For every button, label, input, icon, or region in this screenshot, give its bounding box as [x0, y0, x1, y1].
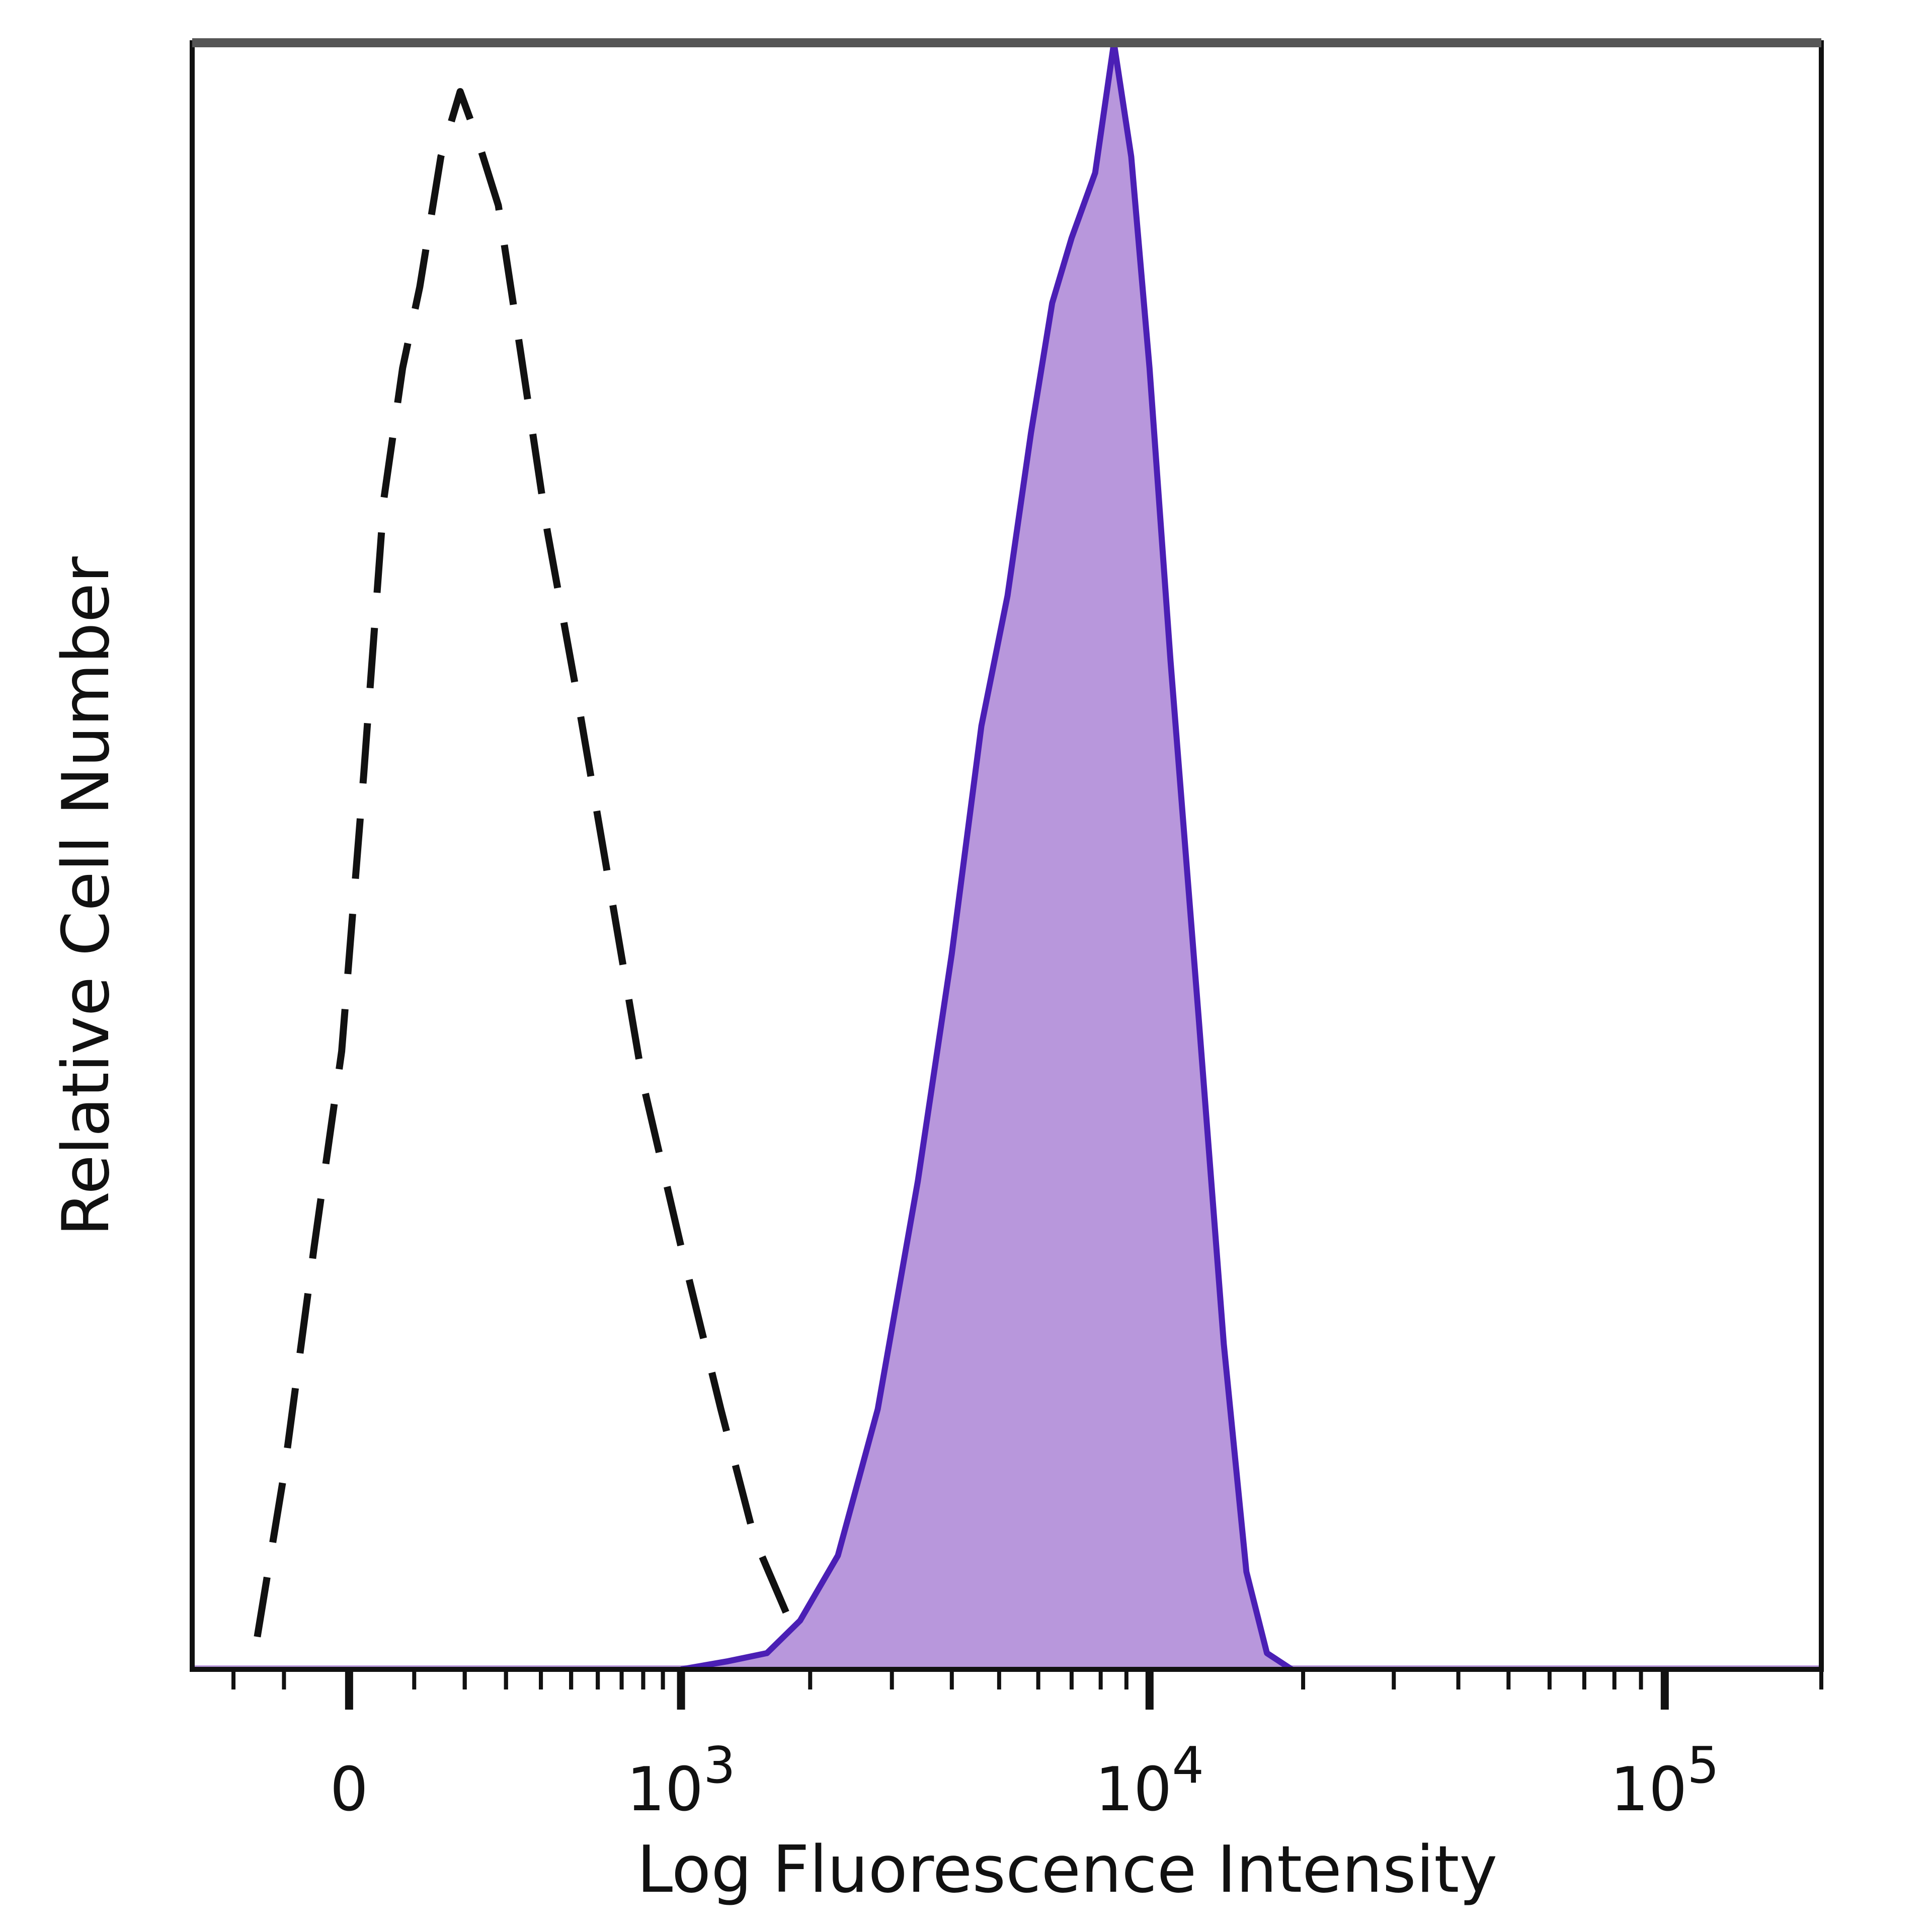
x-axis-title: Log Fluorescence Intensity: [637, 1832, 1497, 1907]
x-axis-tick-labels: 0 103 104 105: [330, 1736, 1719, 1825]
series-1-line: [254, 88, 978, 1673]
x-axis-ticks: [231, 1669, 1823, 1710]
series-2-area: [681, 43, 1292, 1669]
x-tick-label: 0: [330, 1755, 368, 1825]
x-tick-label: 104: [1095, 1736, 1204, 1825]
series-2-line: [680, 40, 1294, 1672]
x-tick-label: 105: [1611, 1736, 1719, 1825]
plot-area: [192, 40, 1821, 1673]
y-axis-title: Relative Cell Number: [49, 556, 124, 1236]
x-tick-label: 103: [626, 1736, 735, 1825]
